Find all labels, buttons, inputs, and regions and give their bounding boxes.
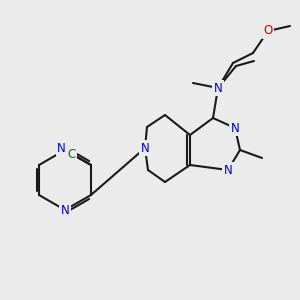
Text: N: N <box>214 82 222 94</box>
Text: O: O <box>263 25 273 38</box>
Text: N: N <box>141 142 149 154</box>
Text: C: C <box>68 148 76 160</box>
Text: N: N <box>224 164 232 176</box>
Text: N: N <box>231 122 239 134</box>
Text: N: N <box>61 203 69 217</box>
Text: N: N <box>57 142 66 154</box>
